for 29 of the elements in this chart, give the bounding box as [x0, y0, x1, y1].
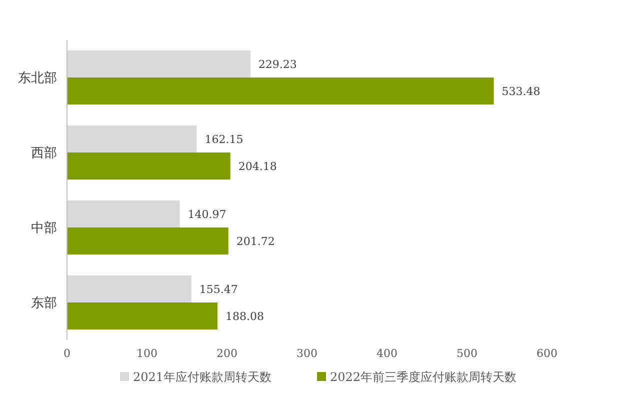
legend-label: 2022年前三季度应付账款周转天数	[330, 370, 517, 384]
data-label: 155.47	[199, 282, 238, 296]
bar	[67, 302, 218, 330]
bar	[67, 276, 192, 302]
bar	[67, 50, 250, 78]
bar	[67, 228, 228, 254]
bar	[67, 200, 180, 228]
x-tick-label: 600	[536, 347, 558, 360]
x-tick-label: 300	[296, 347, 318, 360]
x-tick-label: 200	[216, 347, 238, 360]
data-label: 188.08	[225, 310, 264, 323]
bar	[67, 126, 197, 152]
y-tick-label: 西部	[31, 146, 57, 162]
data-label: 533.48	[502, 84, 540, 98]
data-label: 204.18	[238, 160, 277, 173]
bar	[67, 152, 230, 180]
data-label: 140.97	[188, 208, 226, 221]
y-tick-label: 中部	[31, 221, 57, 236]
data-label: 229.23	[258, 58, 297, 71]
y-tick-label: 东北部	[18, 71, 57, 86]
legend-label: 2021年应付账款周转天数	[133, 370, 272, 384]
bar	[67, 78, 494, 104]
x-tick-label: 100	[136, 347, 158, 360]
data-label: 201.72	[236, 234, 275, 248]
data-label: 162.15	[204, 132, 244, 146]
x-tick-label: 500	[456, 347, 478, 360]
x-tick-label: 400	[376, 347, 398, 360]
x-tick-label: 0	[64, 347, 70, 360]
y-tick-label: 东部	[31, 296, 57, 312]
